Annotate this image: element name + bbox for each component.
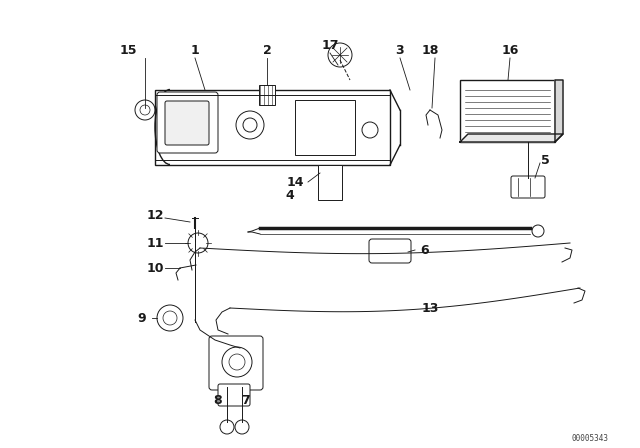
- Bar: [318, 165, 342, 200]
- FancyBboxPatch shape: [511, 176, 545, 198]
- Text: 18: 18: [421, 43, 438, 56]
- Text: 4: 4: [285, 189, 294, 202]
- Text: 5: 5: [541, 154, 549, 167]
- Text: 8: 8: [214, 393, 222, 406]
- FancyBboxPatch shape: [369, 239, 411, 263]
- Text: 9: 9: [138, 311, 147, 324]
- Text: 16: 16: [501, 43, 518, 56]
- Polygon shape: [460, 134, 563, 142]
- Text: 6: 6: [420, 244, 429, 257]
- Text: 7: 7: [241, 393, 250, 406]
- FancyBboxPatch shape: [157, 92, 218, 153]
- Text: 2: 2: [262, 43, 271, 56]
- Text: 3: 3: [396, 43, 404, 56]
- Text: 14: 14: [286, 176, 304, 189]
- Text: 10: 10: [147, 262, 164, 275]
- FancyBboxPatch shape: [209, 336, 263, 390]
- Polygon shape: [555, 80, 563, 142]
- Bar: [155, 90, 390, 165]
- Text: 13: 13: [421, 302, 438, 314]
- Text: 11: 11: [147, 237, 164, 250]
- Text: 17: 17: [321, 39, 339, 52]
- Text: 15: 15: [119, 43, 137, 56]
- Bar: [295, 100, 355, 155]
- FancyBboxPatch shape: [218, 384, 250, 406]
- Bar: [460, 80, 555, 142]
- FancyBboxPatch shape: [165, 101, 209, 145]
- Text: 00005343: 00005343: [572, 434, 609, 443]
- Bar: [259, 85, 275, 105]
- Text: 1: 1: [191, 43, 200, 56]
- Text: 12: 12: [147, 208, 164, 221]
